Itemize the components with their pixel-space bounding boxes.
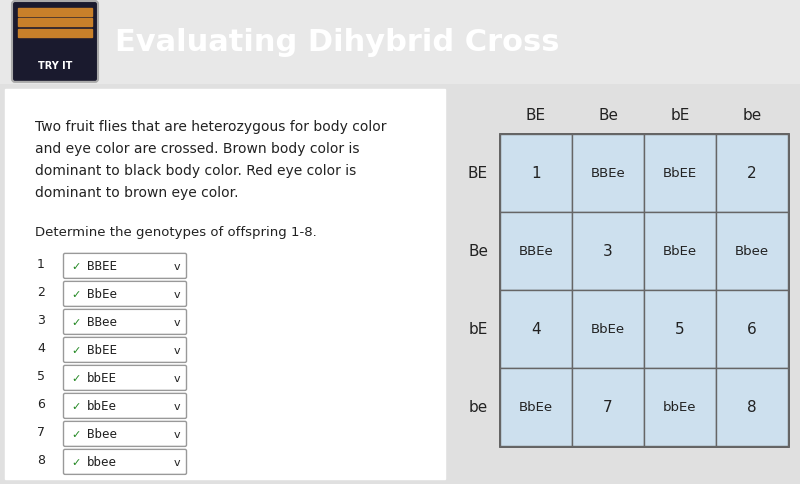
Text: ✓: ✓ (71, 261, 80, 272)
Bar (500, 290, 572, 368)
Text: BBEe: BBEe (590, 167, 626, 180)
Text: BbEe: BbEe (87, 288, 117, 301)
Text: 8: 8 (747, 400, 757, 414)
Text: 4: 4 (531, 322, 541, 337)
Text: bE: bE (469, 322, 488, 337)
Bar (572, 290, 644, 368)
Text: be: be (742, 107, 762, 122)
FancyBboxPatch shape (63, 450, 186, 474)
Text: bbEe: bbEe (663, 401, 697, 413)
Text: dominant to black body color. Red eye color is: dominant to black body color. Red eye co… (35, 164, 356, 178)
Text: v: v (174, 429, 180, 439)
Text: 4: 4 (37, 342, 45, 355)
Bar (572, 212, 644, 290)
Text: be: be (469, 400, 488, 414)
Bar (716, 135, 788, 212)
Text: Bbee: Bbee (87, 427, 117, 440)
Bar (716, 290, 788, 368)
Text: bbEe: bbEe (87, 400, 117, 412)
Text: BBee: BBee (87, 316, 117, 329)
Text: v: v (174, 401, 180, 411)
Bar (572, 135, 644, 212)
Text: TRY IT: TRY IT (38, 61, 72, 71)
Bar (18, 30, 92, 38)
Text: ✓: ✓ (71, 317, 80, 327)
Text: BE: BE (468, 166, 488, 181)
Bar (644, 290, 716, 368)
Text: ✓: ✓ (71, 289, 80, 299)
Text: BBEE: BBEE (87, 260, 117, 273)
Bar (18, 9, 92, 17)
Text: BE: BE (526, 107, 546, 122)
Text: 5: 5 (37, 370, 45, 382)
Text: Determine the genotypes of offspring 1-8.: Determine the genotypes of offspring 1-8… (35, 226, 317, 239)
Text: ✓: ✓ (71, 457, 80, 467)
Bar (500, 135, 788, 446)
Text: v: v (174, 289, 180, 299)
Text: 1: 1 (531, 166, 541, 181)
Bar (716, 212, 788, 290)
Text: BbEe: BbEe (519, 401, 553, 413)
Text: v: v (174, 457, 180, 467)
Text: 7: 7 (603, 400, 613, 414)
Text: v: v (174, 317, 180, 327)
Bar (644, 212, 716, 290)
Text: 3: 3 (37, 314, 45, 327)
Text: dominant to brown eye color.: dominant to brown eye color. (35, 185, 238, 199)
Bar (716, 368, 788, 446)
Bar (5, 90, 445, 479)
Text: 8: 8 (37, 454, 45, 467)
Bar (500, 212, 572, 290)
Text: v: v (174, 345, 180, 355)
Text: v: v (174, 373, 180, 383)
Text: 2: 2 (747, 166, 757, 181)
FancyBboxPatch shape (63, 282, 186, 307)
Text: ✓: ✓ (71, 429, 80, 439)
Text: BbEE: BbEE (663, 167, 697, 180)
Text: ✓: ✓ (71, 401, 80, 411)
Text: Bbee: Bbee (735, 245, 769, 258)
FancyBboxPatch shape (63, 310, 186, 334)
Text: 6: 6 (747, 322, 757, 337)
Text: v: v (174, 261, 180, 272)
FancyBboxPatch shape (63, 422, 186, 446)
Text: 6: 6 (37, 397, 45, 410)
Text: BBEe: BBEe (518, 245, 554, 258)
Text: Be: Be (598, 107, 618, 122)
Text: BbEE: BbEE (87, 344, 117, 357)
Text: 5: 5 (675, 322, 685, 337)
Text: and eye color are crossed. Brown body color is: and eye color are crossed. Brown body co… (35, 142, 359, 155)
Bar (500, 368, 572, 446)
FancyBboxPatch shape (63, 393, 186, 419)
Text: BbEe: BbEe (663, 245, 697, 258)
FancyBboxPatch shape (63, 254, 186, 279)
Text: bbee: bbee (87, 455, 117, 469)
Text: Two fruit flies that are heterozygous for body color: Two fruit flies that are heterozygous fo… (35, 120, 386, 134)
Text: ✓: ✓ (71, 345, 80, 355)
Bar (500, 135, 572, 212)
Bar (572, 368, 644, 446)
FancyBboxPatch shape (12, 2, 98, 83)
FancyBboxPatch shape (63, 365, 186, 391)
Bar (644, 368, 716, 446)
Text: 7: 7 (37, 425, 45, 439)
Text: Be: Be (468, 244, 488, 259)
Text: 1: 1 (37, 258, 45, 271)
Text: bbEE: bbEE (87, 372, 117, 385)
Text: 3: 3 (603, 244, 613, 259)
Text: 2: 2 (37, 286, 45, 299)
Bar (18, 19, 92, 27)
Bar (644, 135, 716, 212)
Text: BbEe: BbEe (591, 323, 625, 336)
Text: Evaluating Dihybrid Cross: Evaluating Dihybrid Cross (115, 28, 559, 57)
FancyBboxPatch shape (63, 338, 186, 363)
Text: ✓: ✓ (71, 373, 80, 383)
Text: bE: bE (670, 107, 690, 122)
